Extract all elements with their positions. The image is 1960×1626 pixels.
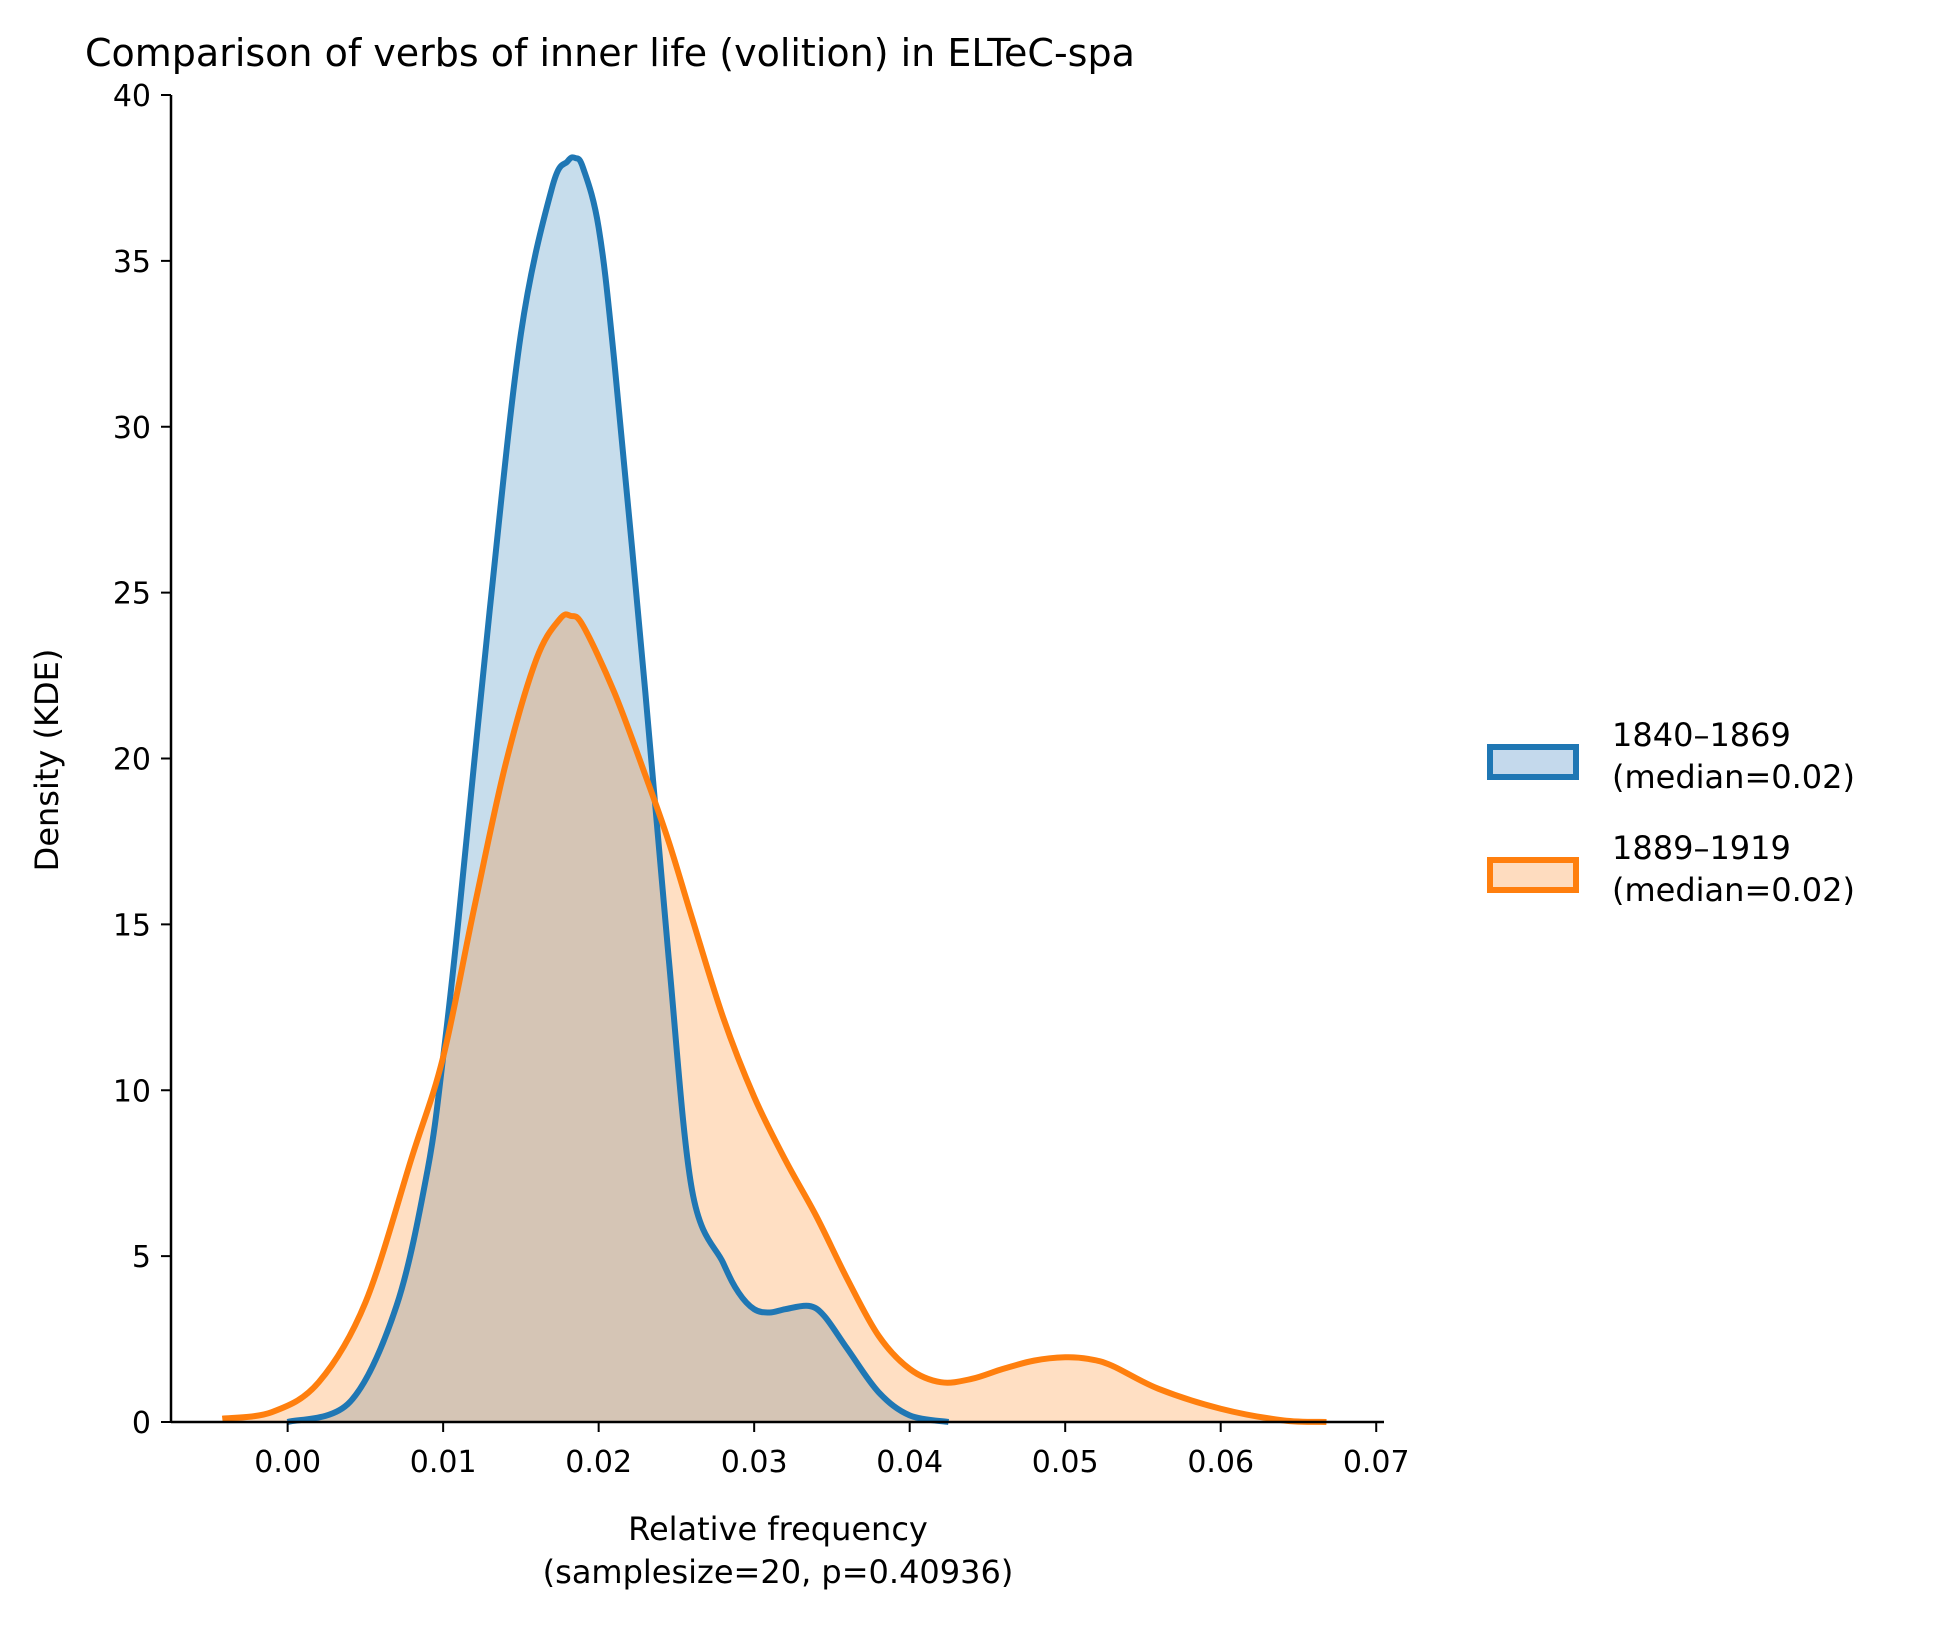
legend-label-1840-1869: (median=0.02)	[1612, 758, 1855, 796]
plot-areas	[221, 154, 1327, 1425]
y-tick-label: 10	[113, 1074, 151, 1109]
legend-swatch-1840-1869	[1487, 744, 1579, 780]
density-line-1889-1919	[221, 611, 1327, 1425]
legend-label-1840-1869: 1840–1869	[1612, 716, 1791, 754]
x-tick-label: 0.01	[410, 1445, 477, 1480]
legend: 1840–1869 (median=0.02) 1889–1919 (median=0…	[1487, 716, 1855, 909]
density-line-1840-1869	[286, 154, 950, 1425]
density-fill-1889-1919	[222, 614, 1327, 1422]
y-axis-label: Density (KDE)	[28, 649, 66, 872]
y-tick-label: 35	[113, 245, 151, 280]
x-tick-label: 0.02	[565, 1445, 632, 1480]
y-tick-label: 40	[113, 79, 151, 114]
y-tick-label: 20	[113, 743, 151, 778]
axes: 0.00 0.01 0.02 0.03 0.04 0.05 0.06 0.07 0 5 10 15 20…	[113, 79, 1410, 1480]
x-tick-label: 0.07	[1343, 1445, 1410, 1480]
x-tick-label: 0.06	[1187, 1445, 1254, 1480]
y-tick-label: 25	[113, 577, 151, 612]
y-tick-label: 5	[132, 1240, 151, 1275]
x-axis-label: Relative frequency	[628, 1510, 928, 1548]
legend-swatch-1889-1919	[1487, 857, 1579, 893]
x-axis-sublabel: (samplesize=20, p=0.40936)	[543, 1553, 1014, 1591]
x-tick-label: 0.00	[254, 1445, 321, 1480]
x-tick-label: 0.04	[876, 1445, 943, 1480]
legend-label-1889-1919: 1889–1919	[1612, 829, 1791, 867]
y-tick-label: 30	[113, 411, 151, 446]
x-tick-label: 0.05	[1032, 1445, 1099, 1480]
x-tick-label: 0.03	[721, 1445, 788, 1480]
y-tick-label: 0	[132, 1406, 151, 1441]
chart-title: Comparison of verbs of inner life (volit…	[85, 31, 1135, 75]
legend-label-1889-1919: (median=0.02)	[1612, 871, 1855, 909]
y-tick-label: 15	[113, 908, 151, 943]
density-fill-1840-1869	[287, 157, 949, 1423]
